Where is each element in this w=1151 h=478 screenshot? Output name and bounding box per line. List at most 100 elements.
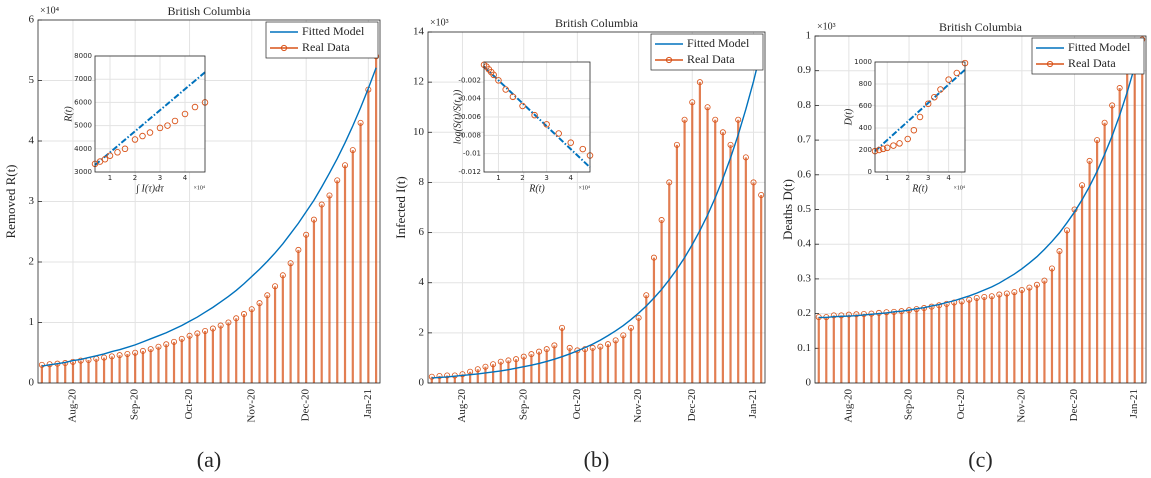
point [931,93,938,101]
stem-marker [186,332,193,339]
y-tick-label: 6 [419,226,425,238]
y-tick-label: 0.1 [797,342,811,354]
stem-marker [147,346,154,353]
axes-box [37,19,381,384]
stem-marker [1048,265,1055,272]
point [490,71,497,79]
axes-box [427,31,766,384]
point [531,111,538,119]
stem-marker [490,361,497,368]
stem-marker [643,292,650,299]
stem-marker [318,201,325,208]
fit-line [94,71,206,166]
chart-title: British Columbia [167,4,251,18]
x-tick-label: Dec-20 [300,389,312,422]
stem-marker [77,357,84,364]
stem-marker [1033,281,1040,288]
y-tick-label: 14 [413,26,425,38]
y-axis-label: D(t) [843,108,854,126]
stem-marker [1101,119,1108,126]
stem-marker [326,192,333,199]
caption: (a) [197,447,221,472]
stem-marker [155,343,162,350]
stem-marker [996,291,1003,298]
stem-marker [38,361,45,368]
stem-marker [256,300,263,307]
stem-marker [853,311,860,318]
legend-label: Fitted Model [302,24,365,38]
y-tick-label: 600 [859,102,872,110]
point [502,86,509,93]
stem-marker [860,310,867,317]
x-tick-label: Nov-20 [632,389,644,423]
point [156,124,164,132]
stem-marker [650,254,657,261]
stem-marker [528,351,535,358]
stem-marker [178,335,185,342]
stem-marker [1086,157,1093,164]
y-tick-label: 0.4 [797,238,811,250]
inset-bg [95,56,205,172]
point [875,146,883,154]
stem-marker [1064,227,1071,234]
y-axis-label: Infected I(t) [393,176,408,238]
x-tick-label: 1 [885,174,889,182]
y-tick-label: 200 [859,146,872,154]
y-tick-label: -0.002 [458,76,481,84]
stem-marker [551,342,558,349]
chart-title: British Columbia [555,16,639,30]
x-tick-label: 3 [544,174,548,182]
stem-marker [310,216,317,223]
y-tick-label: 2 [419,326,425,338]
stem-marker [240,311,247,318]
y-tick-label: 400 [859,124,872,132]
fitted-line [431,50,762,379]
point [146,129,154,136]
y-tick-label: -0.012 [458,168,481,176]
stem-marker [436,372,443,379]
x-tick-label: 1 [108,174,112,182]
stem-marker [217,322,224,329]
stem-marker [108,353,115,360]
chart-title: British Columbia [939,20,1023,34]
stem-marker [612,337,619,344]
inset-axes [874,61,966,173]
x-tick-label: Oct-20 [955,389,967,420]
x-tick-label: Jan-21 [747,389,759,418]
inset-axes [483,61,591,173]
point [181,110,189,118]
point [910,126,918,134]
stem-marker [295,246,302,253]
x-tick-label: 2 [133,174,137,182]
x-tick-label: Sep-20 [517,389,529,421]
point [509,93,517,101]
y-tick-label: 0.3 [797,272,811,284]
x-exponent: ×10⁴ [194,185,205,191]
stem-marker [303,231,310,238]
stem-marker [673,141,680,148]
y-tick-label: 0.6 [797,168,811,180]
legend-label: Real Data [1068,56,1116,70]
x-tick-label: Sep-20 [129,389,141,421]
x-tick-label: 1 [496,174,500,182]
x-tick-label: Jan-21 [362,389,374,418]
y-tick-label: 4 [29,135,35,147]
x-axis-label: R(t) [911,183,928,194]
fitted-line [41,67,377,367]
stem-marker [248,306,255,313]
stem-marker [1011,289,1018,296]
stem-marker [973,294,980,301]
point [121,145,129,153]
stem-marker [830,312,837,319]
y-tick-label: 7000 [74,75,92,83]
x-tick-label: Aug-20 [67,389,79,423]
y-axis-label: log(S(t)/S(t₀)) [452,89,463,144]
stem-marker [279,272,286,279]
axes-box [814,35,1147,384]
stem-marker [428,373,435,380]
y-tick-label: 8 [419,176,425,188]
stem-marker [444,372,451,379]
stem-marker [1056,248,1063,255]
stem-marker [1018,287,1025,294]
